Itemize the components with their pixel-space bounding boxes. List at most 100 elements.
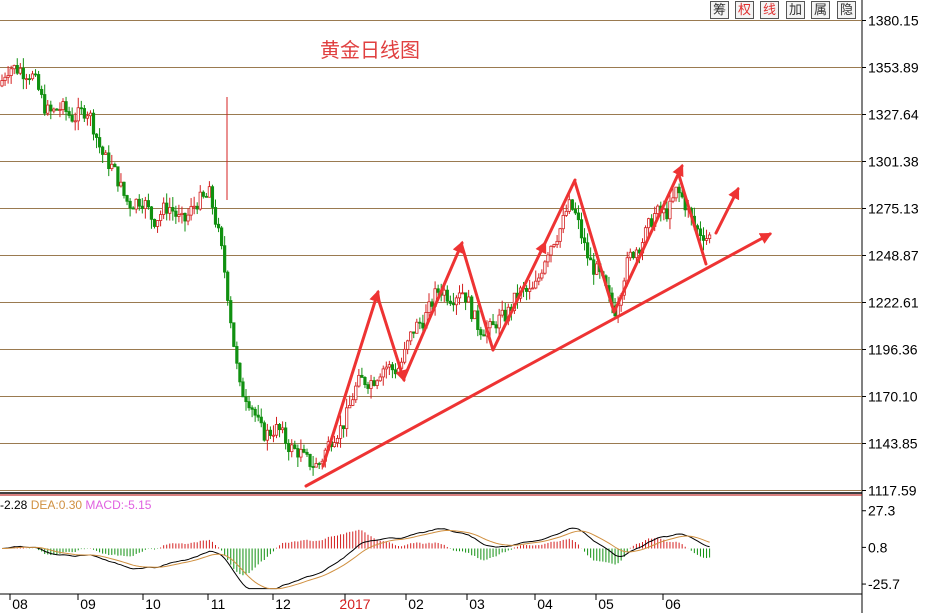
time-tick-label: 06: [665, 596, 681, 612]
candle: [70, 107, 74, 123]
candle: [671, 187, 675, 204]
time-tick-label: 05: [598, 596, 614, 612]
candle: [378, 373, 382, 382]
candle: [701, 227, 706, 251]
price-tick-label: 1143.85: [868, 436, 918, 452]
candle: [195, 202, 199, 215]
candle: [631, 250, 635, 260]
candle: [354, 382, 358, 403]
candle: [284, 421, 288, 450]
candle: [189, 198, 193, 221]
candle: [229, 296, 233, 329]
candle: [332, 435, 337, 448]
candle: [341, 425, 346, 438]
candle: [216, 217, 221, 233]
candle: [24, 73, 29, 90]
candle: [460, 283, 465, 295]
candle: [207, 181, 211, 198]
price-tick-label: 1353.89: [868, 60, 919, 76]
candle: [174, 205, 178, 224]
candle: [168, 197, 172, 221]
property-button[interactable]: 属: [811, 1, 830, 19]
candle: [40, 85, 44, 99]
line-button[interactable]: 线: [760, 1, 779, 19]
candle: [402, 341, 407, 365]
candle: [546, 252, 550, 268]
candle: [308, 453, 312, 471]
candle: [531, 281, 535, 290]
add-button[interactable]: 加: [786, 1, 805, 19]
candle: [592, 252, 596, 285]
wave-arrow: [491, 240, 547, 352]
time-tick-label: 03: [469, 596, 485, 612]
candle: [476, 304, 480, 337]
candle: [0, 74, 4, 88]
candle: [155, 220, 160, 233]
candle: [219, 225, 224, 250]
time-tick-label: 04: [537, 596, 553, 612]
candle: [91, 109, 96, 141]
candle: [122, 181, 126, 199]
candle: [210, 184, 215, 215]
candle: [311, 456, 315, 476]
candle: [137, 194, 141, 211]
candle: [226, 270, 230, 306]
candle: [494, 321, 498, 334]
chip-button[interactable]: 筹: [710, 1, 729, 19]
candle: [582, 228, 587, 251]
macd-tick-label: 27.3: [868, 503, 895, 519]
candle: [9, 65, 13, 84]
candle: [543, 260, 547, 275]
candle: [586, 233, 590, 266]
candle: [55, 108, 59, 111]
candle: [393, 363, 398, 379]
hide-button[interactable]: 隐: [837, 1, 856, 19]
wave-line: [676, 170, 708, 266]
candle: [177, 204, 181, 223]
candle: [345, 398, 349, 437]
candle: [628, 248, 632, 261]
candle: [256, 404, 260, 422]
candle: [463, 292, 468, 311]
candle: [18, 63, 22, 76]
candle: [335, 435, 340, 448]
candle: [708, 232, 712, 244]
candle: [58, 102, 62, 118]
candle: [448, 295, 452, 307]
candle: [525, 285, 529, 301]
candle: [152, 218, 157, 229]
dea-value: DEA:0.30: [30, 498, 83, 512]
time-tick-label: 11: [211, 596, 226, 612]
candle: [528, 279, 532, 300]
candle: [158, 210, 163, 227]
price-tick-label: 1380.15: [868, 13, 919, 29]
candle: [418, 317, 422, 330]
forecast-arrow: [714, 186, 740, 235]
time-tick-label: 2017: [339, 596, 370, 612]
candle: [274, 416, 279, 439]
candle: [650, 214, 654, 228]
candle: [564, 204, 568, 217]
candle: [250, 405, 254, 418]
rights-button[interactable]: 权: [735, 1, 754, 19]
candle: [558, 227, 562, 248]
candle: [287, 439, 291, 461]
candle: [125, 194, 129, 206]
candle: [94, 133, 99, 149]
candle: [665, 201, 669, 222]
candle: [366, 381, 370, 394]
candle: [573, 202, 578, 216]
chart-title: 黄金日线图: [320, 38, 420, 62]
candle: [387, 360, 391, 376]
price-tick-label: 1222.61: [868, 295, 919, 311]
candle: [470, 294, 474, 322]
time-tick-label: 08: [12, 596, 28, 612]
candle: [280, 421, 285, 434]
candle: [101, 145, 105, 163]
candle: [140, 198, 144, 214]
candle: [668, 194, 672, 230]
candle: [677, 183, 681, 203]
price-tick-label: 1170.10: [868, 389, 918, 405]
candle: [293, 440, 297, 450]
dif-value: -2.28: [0, 498, 28, 512]
